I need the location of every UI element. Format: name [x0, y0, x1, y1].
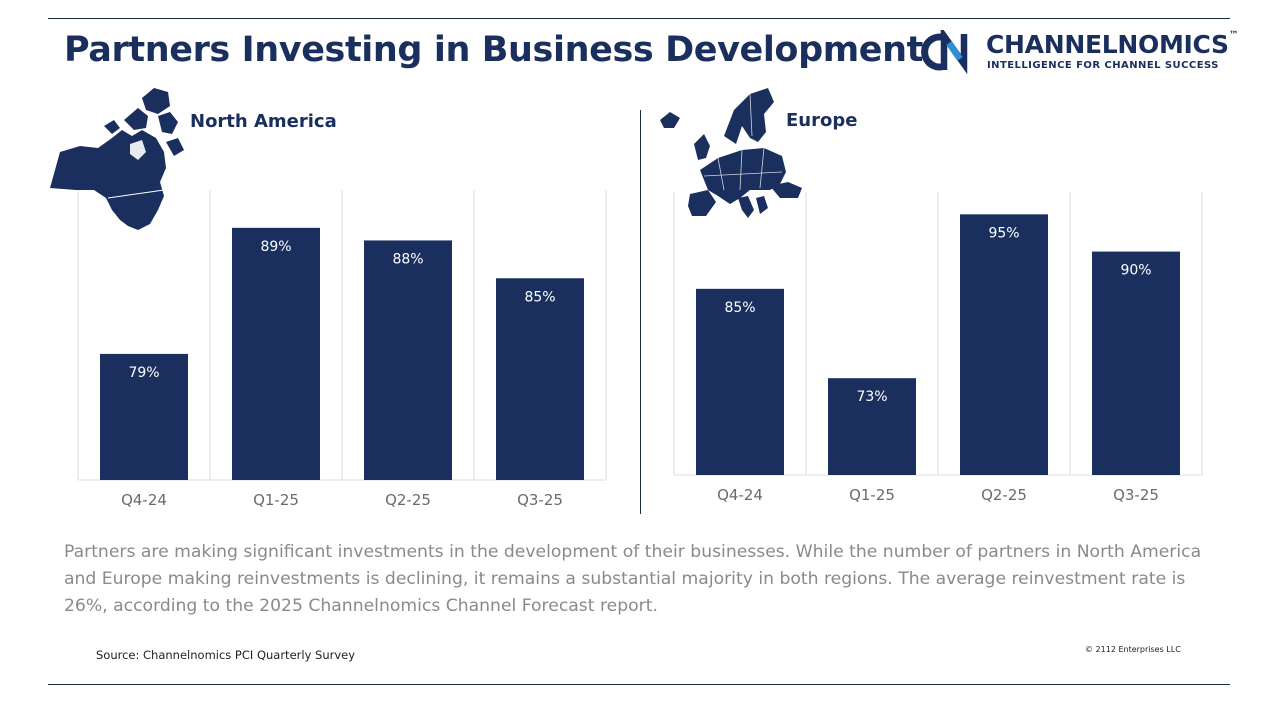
channelnomics-logo: CHANNELNOMICS™ INTELLIGENCE FOR CHANNEL …: [920, 30, 1240, 78]
north-america-bar-value-label: 85%: [524, 289, 555, 305]
north-america-bar: [364, 240, 452, 480]
north-america-x-tick-label: Q3-25: [517, 491, 563, 509]
north-america-bar: [232, 227, 320, 480]
europe-x-tick-label: Q3-25: [1113, 486, 1159, 504]
channelnomics-cn-logo-icon: [921, 30, 968, 74]
bottom-rule: [48, 684, 1230, 685]
europe-bar: [1092, 251, 1180, 475]
source-note: Source: Channelnomics PCI Quarterly Surv…: [96, 648, 356, 662]
europe-map-icon: [660, 88, 802, 218]
north-america-bar-value-label: 89%: [260, 239, 291, 255]
north-america-x-tick-label: Q2-25: [385, 491, 431, 509]
logo-name: CHANNELNOMICS™: [986, 30, 1239, 59]
page-title: Partners Investing in Business Developme…: [64, 30, 923, 70]
europe-bar: [828, 378, 916, 475]
panel-divider: [640, 110, 641, 514]
north-america-bar: [496, 278, 584, 480]
logo-tagline: INTELLIGENCE FOR CHANNEL SUCCESS: [987, 60, 1219, 71]
north-america-bar-value-label: 79%: [128, 365, 159, 381]
north-america-x-tick-label: Q1-25: [253, 491, 299, 509]
europe-bar-value-label: 73%: [856, 389, 887, 405]
europe-bar: [960, 214, 1048, 475]
europe-bar-value-label: 95%: [988, 225, 1019, 241]
summary-paragraph: Partners are making significant investme…: [64, 542, 1202, 616]
north-america-map-icon: [50, 88, 184, 230]
europe-x-tick-label: Q2-25: [981, 486, 1027, 504]
europe-bar-value-label: 85%: [724, 300, 755, 316]
north-america-title: North America: [190, 111, 337, 132]
north-america-bar: [100, 353, 188, 480]
europe-bar: [696, 288, 784, 475]
top-rule: [48, 18, 1230, 19]
europe-title: Europe: [786, 110, 858, 131]
north-america-x-tick-label: Q4-24: [121, 491, 167, 509]
europe-bar-value-label: 90%: [1120, 263, 1151, 279]
copyright-note: © 2112 Enterprises LLC: [1085, 645, 1181, 654]
europe-x-tick-label: Q4-24: [717, 486, 763, 504]
north-america-bar-value-label: 88%: [392, 251, 423, 267]
europe-x-tick-label: Q1-25: [849, 486, 895, 504]
